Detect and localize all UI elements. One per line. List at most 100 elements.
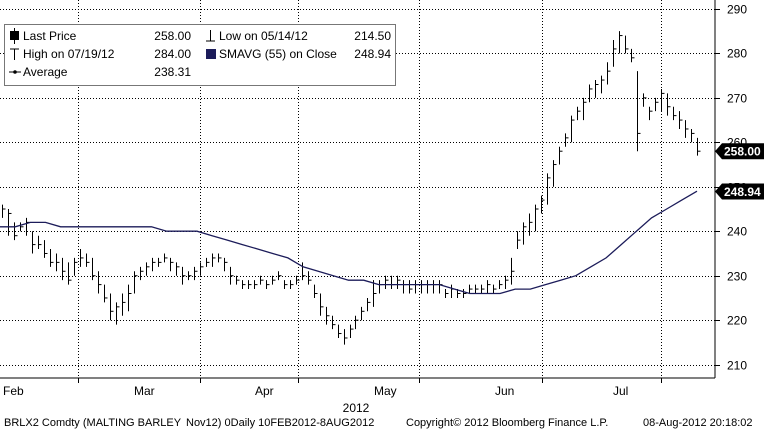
legend-low-value: 214.50: [354, 29, 391, 43]
legend-box: Last Price 258.00 High on 07/19/12 284.0…: [4, 24, 396, 86]
ohlc-bar: [601, 75, 605, 94]
ohlc-bar: [284, 280, 288, 290]
ohlc-bar: [625, 35, 629, 54]
ohlc-bar: [128, 284, 132, 312]
last-price-tag: 258.00: [715, 143, 764, 160]
ohlc-bar: [463, 289, 467, 298]
ohlc-bar: [697, 137, 701, 156]
footer-copyright: Copyright© 2012 Bloomberg Finance L.P.: [406, 417, 609, 429]
y-tick-label: 220: [727, 314, 747, 328]
x-tick-label: Mar: [134, 384, 155, 398]
ohlc-bar: [673, 106, 677, 121]
x-tick-label: Feb: [3, 384, 24, 398]
ohlc-bar: [403, 280, 407, 294]
ohlc-bar: [655, 97, 659, 112]
ohlc-bar: [679, 111, 683, 129]
ohlc-bar: [487, 280, 491, 294]
ohlc-bar: [242, 280, 246, 290]
ohlc-bar: [589, 84, 593, 103]
ohlc-bar: [685, 120, 689, 138]
ohlc-bar: [218, 253, 222, 263]
ohlc-bar: [499, 280, 503, 290]
ohlc-bar: [2, 204, 6, 218]
ohlc-bar: [553, 160, 557, 187]
ohlc-bar: [391, 275, 395, 290]
ohlc-bar: [344, 329, 348, 345]
ohlc-bar: [26, 217, 30, 236]
average-marker-icon: [9, 64, 21, 80]
legend-last-price-value: 258.00: [154, 29, 191, 43]
ohlc-bar: [643, 93, 647, 107]
ohlc-bar: [427, 280, 431, 294]
ohlc-bar: [607, 62, 611, 85]
sma-tag-bg: [715, 183, 764, 200]
ohlc-bar: [152, 257, 156, 272]
ohlc-bar: [248, 280, 252, 290]
ohlc-bar: [290, 280, 294, 290]
legend-high-label: High on 07/19/12: [23, 47, 115, 61]
ohlc-bar: [469, 284, 473, 294]
ohlc-bar: [158, 257, 162, 267]
ohlc-bar: [320, 293, 324, 316]
ohlc-bar: [236, 275, 240, 285]
ohlc-bar: [338, 324, 342, 338]
ohlc-bar: [134, 271, 138, 294]
ohlc-bar: [302, 262, 306, 281]
footer-contract: Nov12) 0Daily 10FEB2012-8AUG2012: [186, 417, 375, 429]
square-icon: [9, 28, 21, 44]
ohlc-bars: [2, 31, 701, 345]
ohlc-bar: [80, 249, 84, 267]
footer-timestamp: 08-Aug-2012 20:18:02: [643, 417, 753, 429]
ohlc-bar: [86, 253, 90, 267]
footer-bar: BRLX2 Comdty (MALTING BARLEY Nov12) 0Dai…: [0, 414, 764, 432]
ohlc-bar: [565, 133, 569, 147]
ohlc-bar: [146, 262, 150, 276]
sma-tag-text: 248.94: [724, 185, 761, 199]
ohlc-bar: [122, 293, 126, 316]
year-label: 2012: [343, 401, 370, 414]
ohlc-bar: [260, 275, 264, 285]
ohlc-bar: [385, 275, 389, 290]
legend-average-value: 238.31: [154, 65, 191, 79]
ohlc-bar: [50, 249, 54, 267]
ohlc-bar: [230, 266, 234, 285]
ohlc-bar: [493, 284, 497, 294]
ohlc-bar: [361, 306, 365, 321]
ohlc-bar: [296, 275, 300, 285]
ohlc-bar: [14, 222, 18, 241]
ohlc-bar: [451, 284, 455, 298]
legend-low: Low on 05/14/12 214.50: [205, 28, 391, 44]
legend-smavg-label: SMAVG (55) on Close: [219, 47, 337, 61]
ohlc-bar: [188, 271, 192, 281]
ohlc-bar: [110, 293, 114, 321]
y-tick-label: 290: [727, 3, 747, 17]
legend-high: High on 07/19/12 284.00: [9, 46, 191, 62]
ohlc-bar: [529, 213, 533, 236]
ohlc-bar: [367, 297, 371, 312]
ohlc-bar: [559, 146, 563, 165]
low-marker-icon: [205, 28, 217, 44]
ohlc-bar: [224, 257, 228, 272]
ohlc-bar: [206, 257, 210, 267]
ohlc-bar: [637, 71, 641, 152]
last-price-tag-bg: [715, 143, 764, 160]
high-marker-icon: [9, 46, 21, 62]
sma-color-swatch-icon: [205, 46, 217, 62]
ohlc-bar: [254, 280, 258, 290]
legend-average: Average 238.31: [9, 64, 191, 80]
x-tick-label: May: [374, 384, 397, 398]
y-tick-label: 210: [727, 359, 747, 373]
ohlc-bar: [212, 253, 216, 267]
ohlc-bar: [547, 173, 551, 205]
ohlc-bar: [415, 280, 419, 294]
ohlc-bar: [326, 306, 330, 325]
ohlc-bar: [433, 280, 437, 294]
ohlc-bar: [613, 40, 617, 67]
ohlc-bar: [595, 80, 599, 98]
legend-average-label: Average: [23, 65, 68, 79]
ohlc-bar: [397, 275, 401, 290]
ohlc-bar: [535, 204, 539, 232]
legend-smavg-value: 248.94: [354, 47, 391, 61]
legend-smavg: SMAVG (55) on Close 248.94: [205, 46, 391, 62]
ohlc-bar: [182, 266, 186, 285]
